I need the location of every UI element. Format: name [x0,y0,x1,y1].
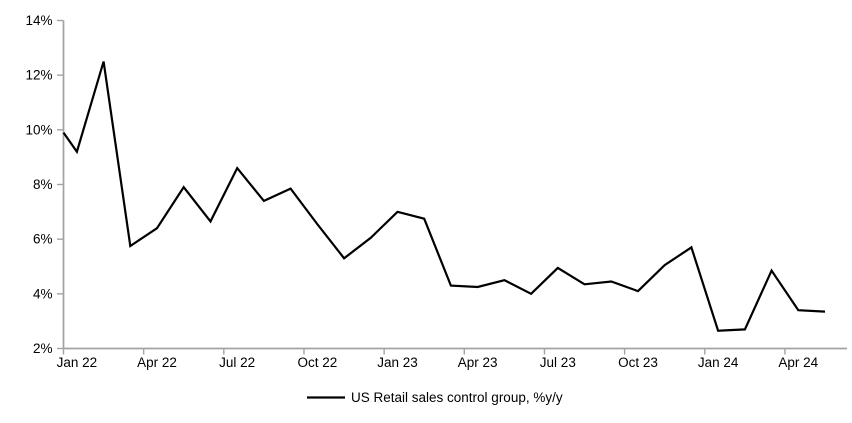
legend-label: US Retail sales control group, %y/y [351,390,563,405]
y-tick-label: 6% [33,232,53,247]
x-tick-label: Jan 22 [57,355,98,370]
series-line [62,61,826,332]
x-tick-label: Oct 23 [618,355,658,370]
x-tick-label: Apr 24 [778,355,818,370]
x-tick-label: Oct 22 [297,355,337,370]
x-axis: Jan 22 Apr 22 Jul 22 Oct 22 Jan 23 Apr 23 Jul … [57,347,847,370]
y-tick-label: 8% [33,177,53,192]
y-tick-label: 10% [25,122,52,137]
y-axis: 2% 4% 6% 8% 10% 12% 14% [25,13,65,356]
legend: US Retail sales control group, %y/y [307,390,563,405]
x-tick-label: Jul 23 [540,355,576,370]
x-tick-label: Apr 23 [458,355,498,370]
x-tick-label: Jan 24 [698,355,739,370]
x-tick-label: Jul 22 [219,355,255,370]
x-tick-label: Apr 22 [137,355,177,370]
y-tick-label: 12% [25,68,52,83]
x-tick-label: Jan 23 [377,355,418,370]
y-tick-label: 4% [33,286,53,301]
y-tick-label: 2% [33,341,53,356]
y-tick-label: 14% [25,13,52,28]
